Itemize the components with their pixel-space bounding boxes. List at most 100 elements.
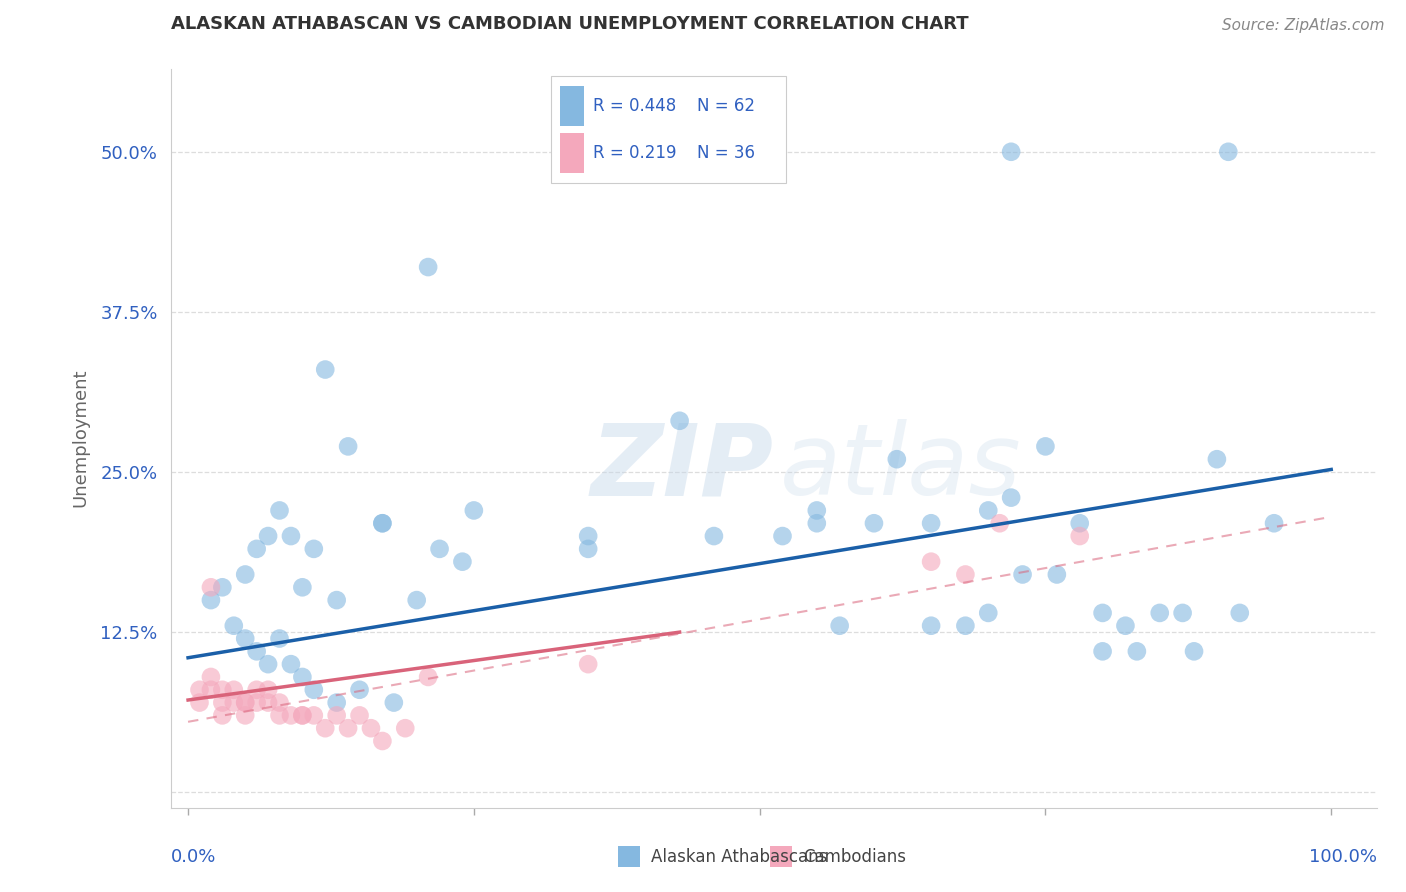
Point [863, 516, 886, 531]
Text: ALASKAN ATHABASCAN VS CAMBODIAN UNEMPLOYMENT CORRELATION CHART: ALASKAN ATHABASCAN VS CAMBODIAN UNEMPLOY… [172, 15, 969, 33]
Point [200, 670, 222, 684]
Text: R = 0.448: R = 0.448 [593, 97, 676, 115]
Point [371, 516, 394, 531]
Point [576, 657, 599, 672]
Point [222, 682, 245, 697]
Point [314, 362, 336, 376]
Text: atlas: atlas [780, 419, 1022, 516]
Point [233, 708, 256, 723]
Text: Source: ZipAtlas.com: Source: ZipAtlas.com [1222, 18, 1385, 33]
Point [772, 529, 794, 543]
Point [418, 260, 440, 274]
Text: N = 36: N = 36 [696, 145, 755, 162]
Point [703, 529, 725, 543]
Point [280, 529, 302, 543]
Point [1126, 644, 1149, 658]
Point [257, 657, 280, 672]
Point [302, 682, 325, 697]
Text: Cambodians: Cambodians [803, 847, 907, 865]
Point [920, 618, 942, 632]
Text: ZIP: ZIP [591, 419, 773, 516]
Point [1069, 529, 1091, 543]
Point [371, 734, 394, 748]
Point [668, 414, 690, 428]
Point [211, 708, 233, 723]
Point [1218, 145, 1240, 159]
Point [280, 708, 302, 723]
Point [325, 593, 347, 607]
Point [576, 541, 599, 556]
Point [371, 516, 394, 531]
Point [211, 580, 233, 594]
Point [291, 670, 314, 684]
Point [828, 618, 851, 632]
Point [886, 452, 908, 467]
Point [429, 541, 451, 556]
Point [211, 682, 233, 697]
Point [257, 529, 280, 543]
Point [337, 439, 360, 453]
Point [222, 696, 245, 710]
Point [233, 567, 256, 582]
Point [269, 632, 291, 646]
Point [188, 682, 211, 697]
Point [463, 503, 485, 517]
Point [1149, 606, 1171, 620]
Point [576, 529, 599, 543]
Point [977, 503, 1000, 517]
Text: N = 62: N = 62 [696, 97, 755, 115]
Point [1091, 606, 1114, 620]
Point [280, 657, 302, 672]
Text: 100.0%: 100.0% [1309, 847, 1376, 866]
Point [1114, 618, 1136, 632]
Point [269, 503, 291, 517]
Point [1263, 516, 1285, 531]
Point [325, 708, 347, 723]
Point [1035, 439, 1057, 453]
Point [314, 721, 336, 735]
Point [977, 606, 1000, 620]
Point [200, 593, 222, 607]
Point [269, 708, 291, 723]
Point [233, 696, 256, 710]
Point [325, 696, 347, 710]
Point [1229, 606, 1251, 620]
Point [806, 516, 828, 531]
Point [1000, 145, 1022, 159]
Point [257, 682, 280, 697]
Point [269, 696, 291, 710]
Point [302, 541, 325, 556]
Point [1171, 606, 1194, 620]
Point [451, 555, 474, 569]
Point [349, 682, 371, 697]
Point [200, 580, 222, 594]
Point [233, 632, 256, 646]
Text: 0.0%: 0.0% [172, 847, 217, 866]
Point [1091, 644, 1114, 658]
Point [920, 555, 942, 569]
Point [349, 708, 371, 723]
Y-axis label: Unemployment: Unemployment [72, 368, 89, 508]
Point [337, 721, 360, 735]
Point [382, 696, 405, 710]
Point [405, 593, 427, 607]
Text: Alaskan Athabascans: Alaskan Athabascans [651, 847, 828, 865]
Point [920, 516, 942, 531]
Point [955, 567, 977, 582]
Point [233, 696, 256, 710]
Point [211, 696, 233, 710]
Point [188, 696, 211, 710]
Point [1182, 644, 1205, 658]
Point [988, 516, 1011, 531]
Point [291, 708, 314, 723]
Point [246, 682, 269, 697]
Point [418, 670, 440, 684]
Text: R = 0.219: R = 0.219 [593, 145, 676, 162]
Point [1011, 567, 1033, 582]
Point [291, 708, 314, 723]
Point [806, 503, 828, 517]
Point [1069, 516, 1091, 531]
Point [257, 696, 280, 710]
Point [302, 708, 325, 723]
Point [955, 618, 977, 632]
